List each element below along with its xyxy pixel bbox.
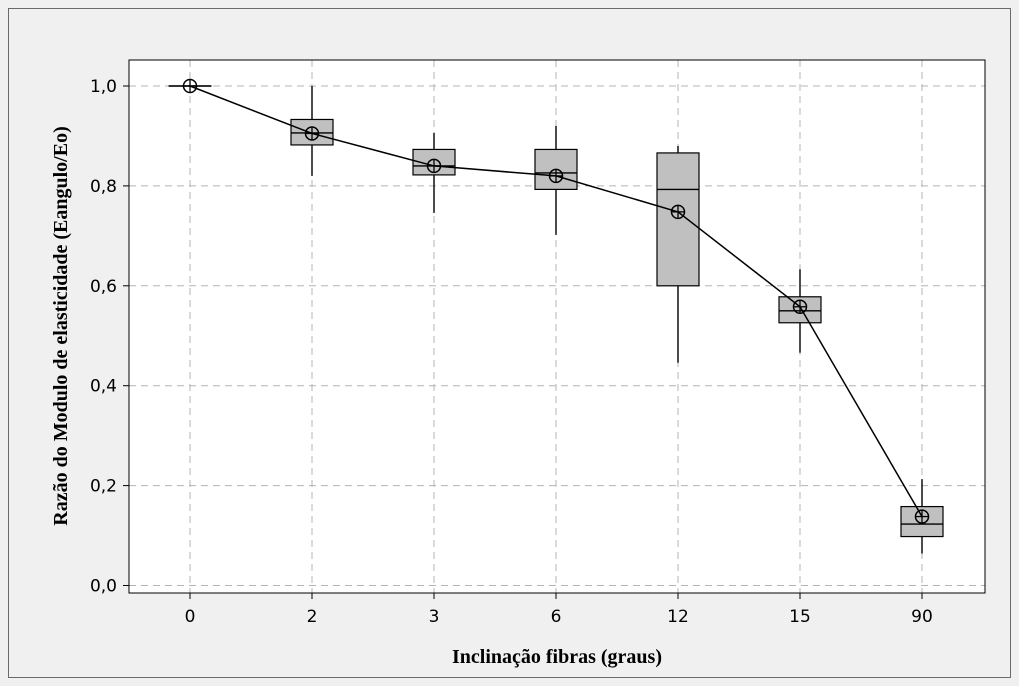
x-tick-label: 0	[185, 607, 196, 627]
mean-marker	[792, 299, 808, 315]
plot-border	[128, 59, 986, 594]
gridlines	[129, 60, 985, 593]
y-tick-label: 0,8	[90, 177, 117, 197]
x-tick-label: 90	[911, 607, 933, 627]
mean-marker	[426, 158, 442, 174]
x-tick-label: 12	[667, 607, 689, 627]
y-axis-ticks: 0,0 0,2 0,4 0,6 0,8 1,0	[90, 77, 129, 597]
mean-marker	[670, 204, 686, 220]
x-tick-label: 6	[551, 607, 562, 627]
y-axis-title: Razão do Modulo de elasticidade (Eangulo…	[50, 126, 72, 525]
y-tick-label: 0,4	[90, 377, 117, 397]
mean-marker	[914, 509, 930, 524]
x-axis-ticks: 0 2 3 6 12 15 90	[185, 593, 933, 627]
y-tick-label: 1,0	[90, 77, 117, 97]
mean-marker	[548, 168, 564, 184]
x-axis-title: Inclinação fibras (graus)	[452, 646, 662, 668]
box-iqr	[656, 152, 700, 287]
plot-area	[129, 60, 985, 593]
mean-marker	[182, 78, 198, 94]
y-tick-label: 0,0	[90, 577, 117, 597]
mean-series	[182, 78, 930, 524]
x-tick-label: 3	[429, 607, 440, 627]
mean-marker	[304, 126, 320, 141]
x-tick-label: 15	[789, 607, 811, 627]
y-tick-label: 0,6	[90, 277, 117, 297]
y-tick-label: 0,2	[90, 477, 117, 497]
x-tick-label: 2	[307, 607, 318, 627]
